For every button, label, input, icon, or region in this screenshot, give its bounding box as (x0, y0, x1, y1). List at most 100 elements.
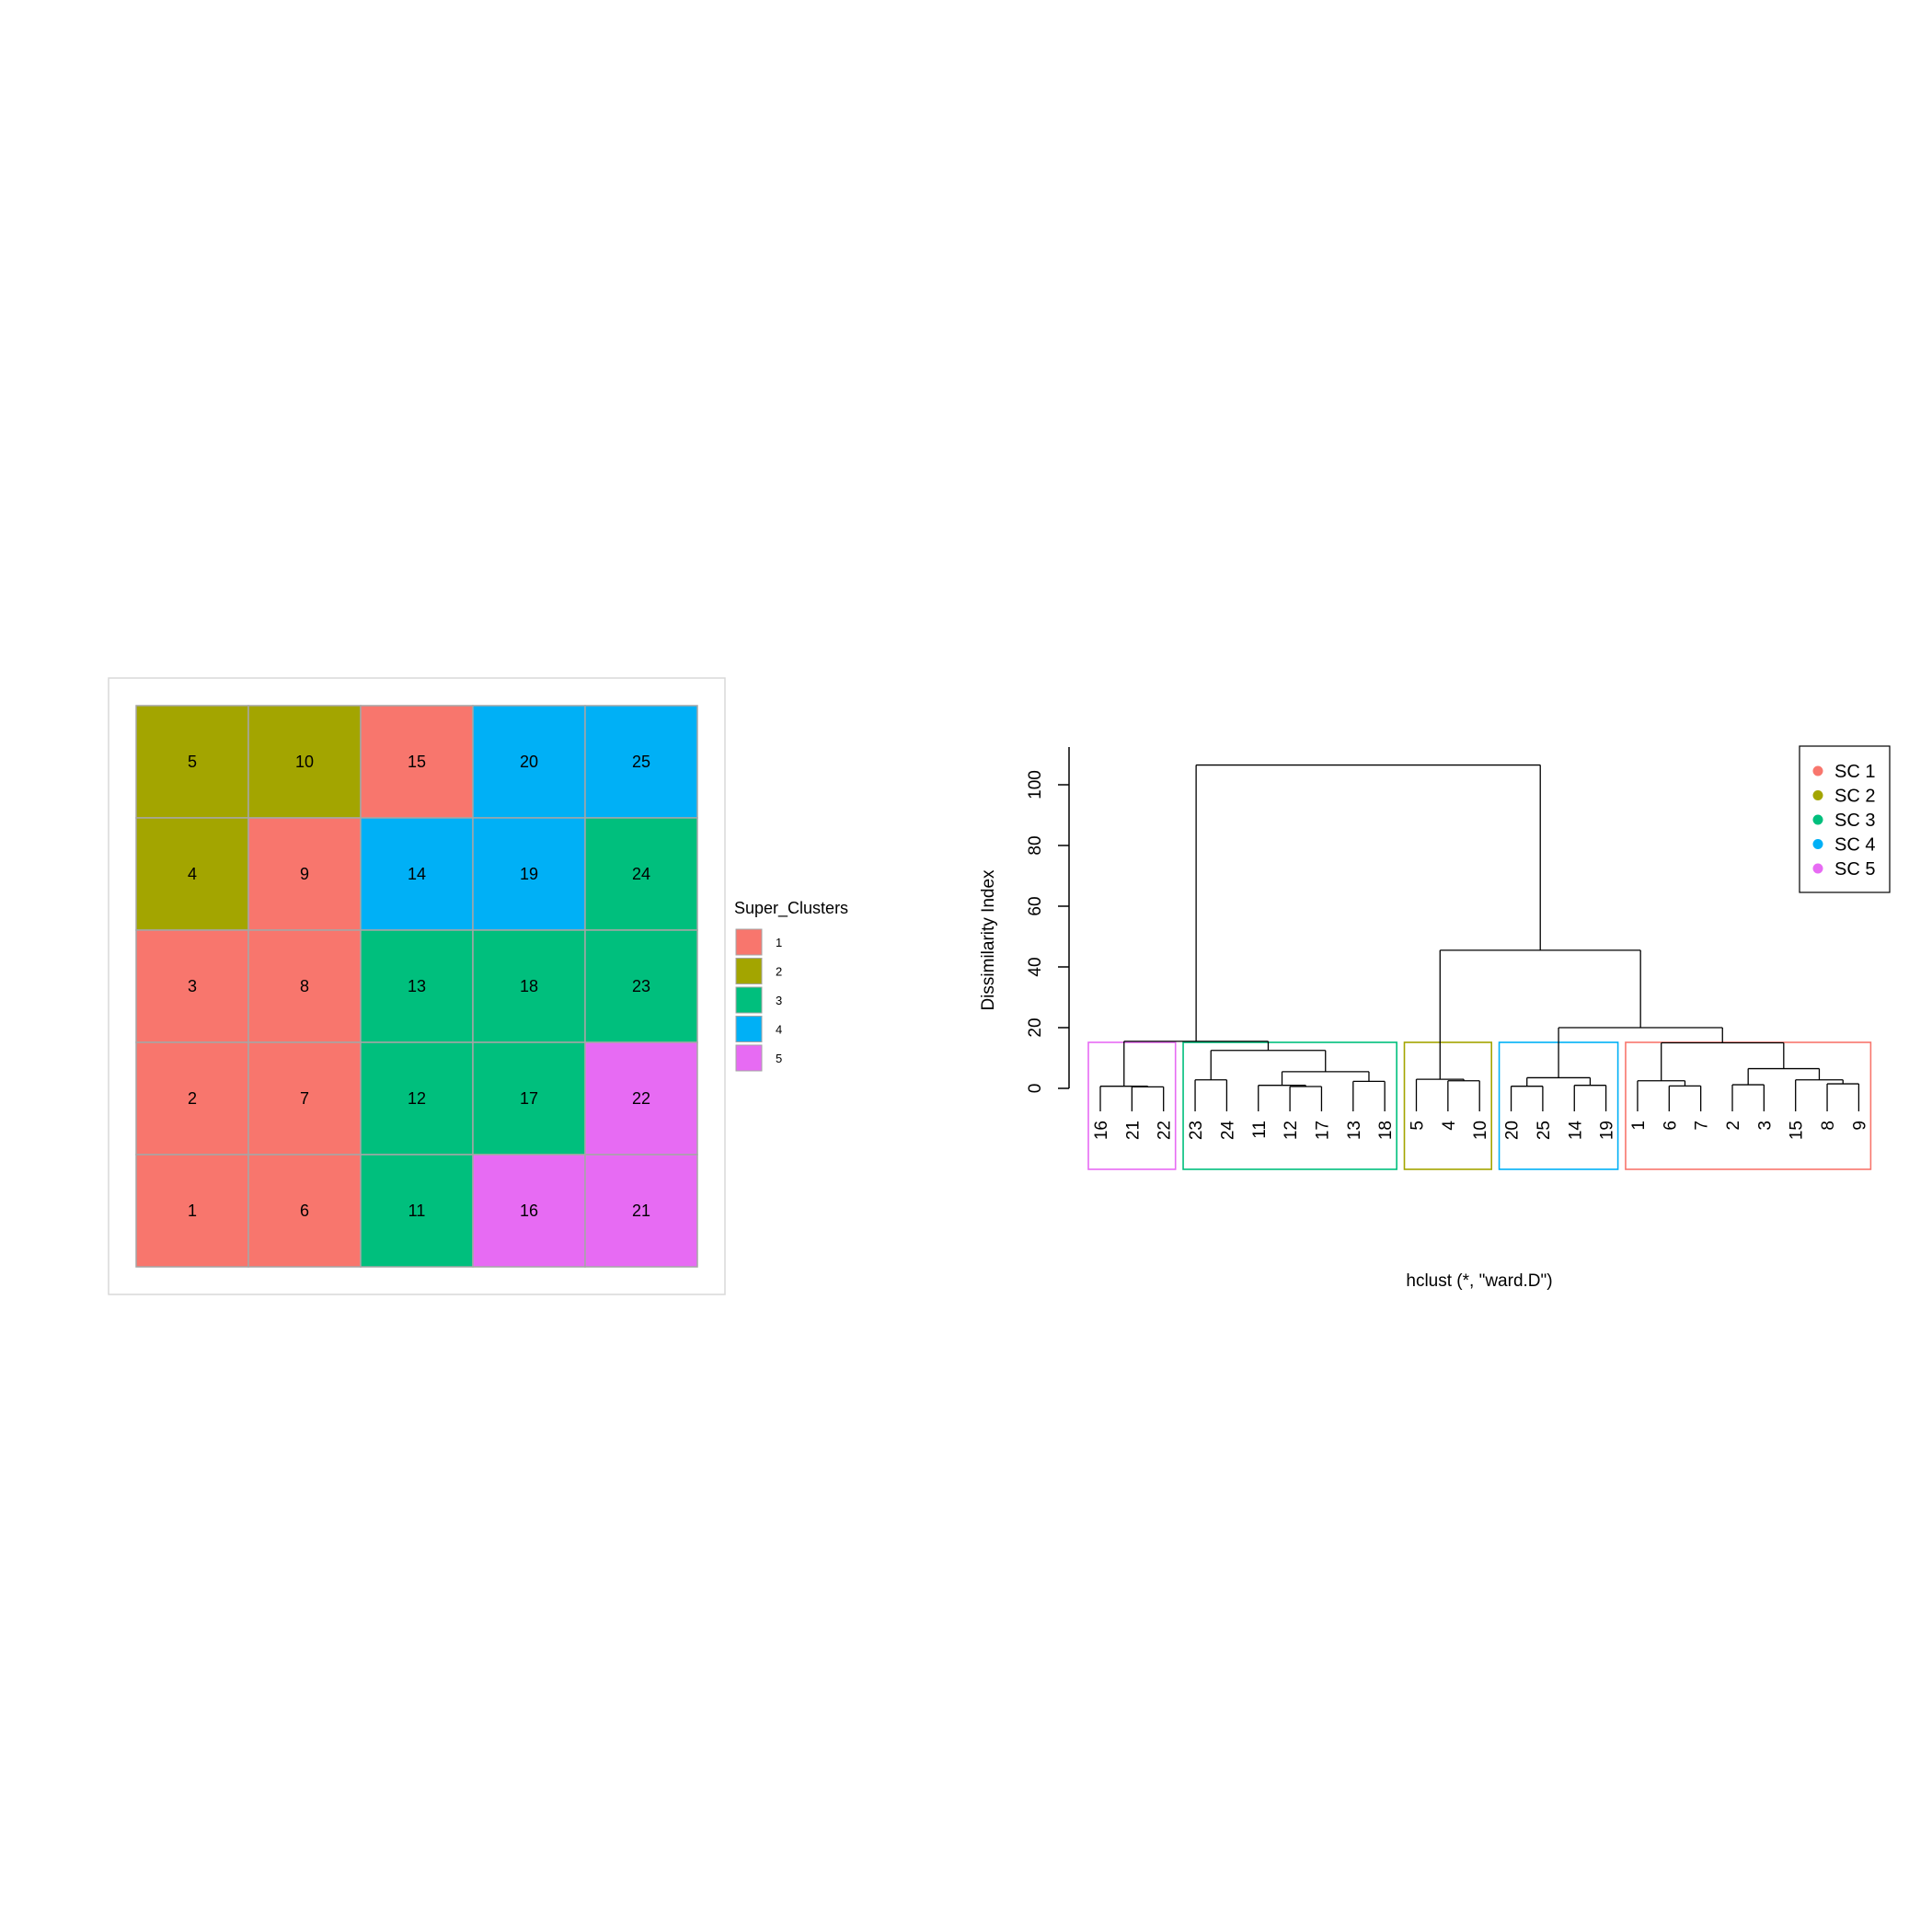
som-cell (135, 1154, 249, 1268)
som-legend-label: 2 (776, 965, 782, 979)
legend-entry: SC 4 (1834, 835, 1875, 856)
som-cell-label: 13 (408, 977, 426, 995)
som-legend-key (735, 958, 763, 984)
som-cell (472, 1041, 586, 1156)
som-legend-label: 5 (776, 1052, 782, 1065)
leaf-label: 12 (1282, 1121, 1301, 1140)
legend-dot (1812, 839, 1823, 849)
y-tick-label: 0 (1026, 1084, 1045, 1094)
leaf-label: 14 (1566, 1121, 1585, 1141)
leaf-label: 1 (1629, 1121, 1649, 1131)
leaf-label: 18 (1376, 1121, 1396, 1140)
som-cell-label: 10 (295, 753, 314, 771)
som-cell-label: 20 (520, 753, 538, 771)
som-legend-key (735, 986, 763, 1014)
som-cell (135, 705, 249, 819)
som-cell-label: 14 (408, 865, 426, 883)
leaf-label: 20 (1503, 1121, 1523, 1140)
leaf-labels: 16 21 22 23 24 11 12 17 13 18 5 4 10 20 25 14 19 1 6 7 2 3 15 8… (1092, 1121, 1869, 1141)
dendrogram-legend: SC 1 SC 2 SC 3 SC 4 SC 5 (1799, 745, 1891, 893)
som-cell (584, 1154, 698, 1268)
leaf-label: 23 (1187, 1121, 1206, 1140)
som-cell-label: 23 (632, 977, 650, 995)
som-cell (135, 1041, 249, 1156)
som-legend-label: 3 (776, 994, 782, 1007)
som-cell (247, 817, 362, 931)
som-cell-label: 3 (188, 977, 197, 995)
legend-entry: SC 1 (1834, 762, 1875, 782)
som-cell (584, 929, 698, 1043)
leaf-label: 19 (1598, 1121, 1617, 1140)
som-cell-label: 18 (520, 977, 538, 995)
som-cell-label: 24 (632, 865, 650, 883)
cluster-box-sc1 (1625, 1041, 1872, 1170)
som-legend: Super_Clusters 1 2 3 4 5 (734, 899, 848, 1072)
leaf-label: 21 (1123, 1121, 1143, 1140)
som-cell-label: 22 (632, 1089, 650, 1108)
y-axis-label: Dissimilarity Index (979, 869, 998, 1011)
leaf-label: 3 (1755, 1121, 1775, 1131)
som-cell (472, 1154, 586, 1268)
leaf-label: 16 (1092, 1121, 1111, 1140)
legend-dot (1812, 863, 1823, 874)
som-cell (584, 705, 698, 819)
som-cell-label: 11 (408, 1202, 426, 1220)
leaf-label: 8 (1819, 1121, 1838, 1131)
cluster-box-sc5 (1087, 1041, 1177, 1170)
som-cell-label: 25 (632, 753, 650, 771)
som-legend-label: 1 (776, 936, 782, 949)
som-cell-label: 12 (408, 1089, 426, 1108)
som-cell (135, 929, 249, 1043)
som-cell (584, 817, 698, 931)
y-tick-label: 20 (1026, 1018, 1045, 1037)
som-legend-key (735, 1044, 763, 1072)
som-cell-label: 19 (520, 865, 538, 883)
som-cell-label: 2 (188, 1089, 197, 1108)
legend-dot (1812, 765, 1823, 776)
y-tick-label: 60 (1026, 896, 1045, 915)
leaf-label: 2 (1724, 1121, 1743, 1131)
som-cell-label: 21 (632, 1202, 650, 1220)
som-grid-panel: 5 10 15 20 254 9 14 19 243 8 13 18 232 7 12 17 221 6 11 16 2… (108, 677, 848, 1295)
som-cell-label: 9 (300, 865, 309, 883)
som-cell-label: 4 (188, 865, 197, 883)
som-cell-label: 17 (520, 1089, 538, 1108)
leaf-label: 25 (1535, 1121, 1554, 1140)
cluster-box-sc2 (1403, 1041, 1492, 1170)
leaf-label: 9 (1850, 1121, 1869, 1131)
som-cell (247, 705, 362, 819)
leaf-label: 13 (1345, 1121, 1364, 1140)
som-cell (360, 929, 474, 1043)
som-cell-label: 16 (520, 1202, 538, 1220)
leaf-label: 11 (1250, 1121, 1270, 1139)
som-cell-label: 6 (300, 1202, 309, 1220)
legend-entry: SC 5 (1834, 859, 1875, 880)
y-tick-label: 100 (1026, 770, 1045, 799)
som-cells: 5 10 15 20 254 9 14 19 243 8 13 18 232 7 12 17 221 6 11 16 2… (135, 705, 698, 1268)
som-cell (472, 705, 586, 819)
som-legend-label: 4 (776, 1023, 782, 1037)
som-cell (247, 929, 362, 1043)
leaf-label: 7 (1693, 1121, 1712, 1131)
leaf-label: 5 (1409, 1121, 1428, 1131)
leaf-label: 17 (1313, 1121, 1332, 1140)
dendrogram-links (1099, 764, 1860, 1111)
som-cell (584, 1041, 698, 1156)
som-legend-keys: 1 2 3 4 5 (735, 928, 782, 1072)
legend-dot (1812, 790, 1823, 800)
leaf-label: 10 (1471, 1121, 1490, 1140)
leaf-label: 24 (1218, 1121, 1237, 1141)
som-legend-key (735, 928, 763, 956)
leaf-label: 22 (1156, 1121, 1175, 1140)
legend-dot (1812, 814, 1823, 825)
y-ticks: 0 20 40 60 80 100 (1026, 770, 1069, 1093)
som-legend-key (735, 1016, 763, 1042)
som-cell-label: 5 (188, 753, 197, 771)
som-cell (247, 1041, 362, 1156)
dendrogram-legend-entries: SC 1 SC 2 SC 3 SC 4 SC 5 (1812, 762, 1875, 880)
som-cell-label: 15 (408, 753, 426, 771)
x-axis-label: hclust (*, "ward.D") (1406, 1271, 1552, 1291)
cluster-box-sc3 (1182, 1041, 1397, 1170)
